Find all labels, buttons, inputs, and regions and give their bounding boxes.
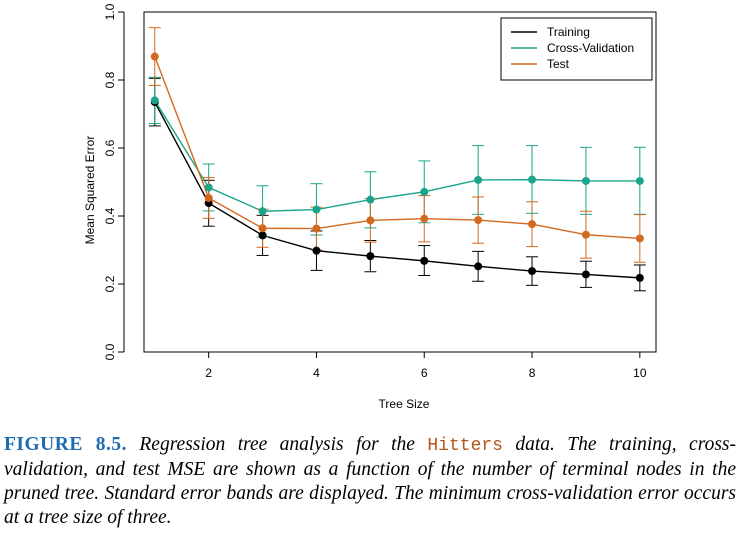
y-tick-label: 0.6 [103, 139, 117, 156]
x-axis-label: Tree Size [379, 397, 430, 411]
y-axis-label: Mean Squared Error [83, 136, 97, 245]
cross-validation-point [420, 187, 429, 196]
chart-area: 0.0 0.2 0.4 0.6 0.8 1.0 Mean Squared Error 2 4 6 8… [83, 3, 657, 411]
test-point [474, 216, 483, 225]
training-point [366, 252, 375, 261]
test-point [420, 214, 429, 223]
cross-validation-point [366, 195, 375, 204]
training-point [581, 270, 590, 279]
y-tick-label: 0.2 [103, 275, 117, 292]
test-point [635, 234, 644, 243]
legend-label-cross-validation: Cross-Validation [547, 41, 634, 55]
cross-validation-point [528, 175, 537, 184]
training-line [154, 101, 640, 279]
test-point [258, 224, 267, 233]
training-point [312, 246, 321, 255]
cross-validation-point [312, 205, 321, 214]
training-point [528, 267, 537, 276]
x-tick-label: 6 [421, 366, 428, 380]
cross-validation-point [635, 176, 644, 185]
legend-box [500, 17, 653, 81]
x-tick-label: 8 [529, 366, 536, 380]
test-point [204, 193, 213, 202]
legend-label-training: Training [547, 25, 590, 39]
mse-line-chart: 0.0 0.2 0.4 0.6 0.8 1.0 Mean Squared Error 2 4 6 8… [83, 3, 657, 411]
test-point [366, 216, 375, 225]
test-point [528, 220, 537, 229]
test-line [154, 56, 640, 240]
figure-caption: FIGURE 8.5. Regression tree analysis for… [4, 433, 736, 530]
y-tick-label: 1.0 [103, 3, 117, 20]
caption-text-before: Regression tree analysis for the [126, 434, 428, 455]
cross-validation-point [581, 176, 590, 185]
y-tick-label: 0.0 [103, 343, 117, 360]
test-point [312, 224, 321, 233]
training-point [420, 256, 429, 265]
cross-validation-point [204, 183, 213, 192]
cross-validation-line [154, 100, 640, 212]
cross-validation-point [258, 207, 267, 216]
y-tick-label: 0.8 [103, 71, 117, 88]
training-point [258, 231, 267, 240]
legend-label-test: Test [547, 57, 570, 71]
y-tick-label: 0.4 [103, 207, 117, 224]
figure-label: FIGURE 8.5. [4, 434, 127, 455]
cross-validation-point [150, 96, 159, 105]
cross-validation-point [474, 175, 483, 184]
caption-text-after: data. The training, cross-validation, an… [4, 434, 736, 528]
test-point [150, 52, 159, 61]
x-tick-label: 2 [205, 366, 212, 380]
training-point [474, 262, 483, 271]
test-point [581, 230, 590, 239]
caption-dataset-name: Hitters [427, 436, 503, 456]
x-tick-label: 4 [313, 366, 320, 380]
x-tick-label: 10 [633, 366, 647, 380]
training-point [635, 273, 644, 282]
